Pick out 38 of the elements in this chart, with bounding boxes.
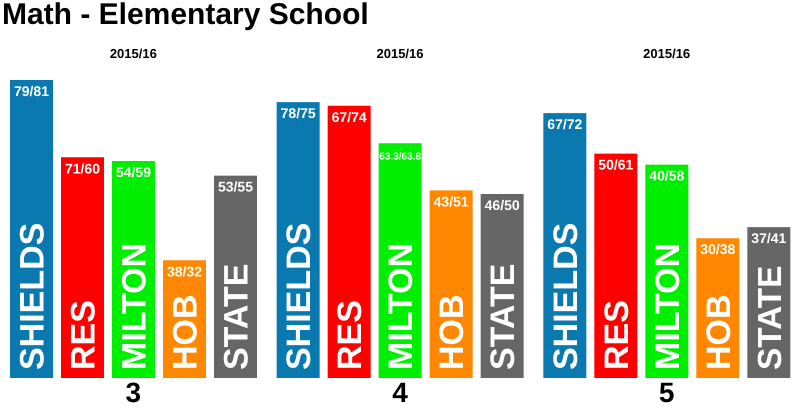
- data-label: 30/38: [700, 241, 736, 258]
- text: HOB: [433, 294, 472, 370]
- data-label: 54/59: [116, 164, 152, 180]
- text: RES: [598, 300, 636, 370]
- data-label: 63.3/63.8: [379, 151, 422, 162]
- data-label: 71/60: [64, 160, 100, 176]
- series-label: RES: [64, 300, 102, 370]
- data-label: 46/50: [484, 197, 520, 214]
- text: 2015/16: [376, 46, 424, 61]
- chart-title: Math - Elementary School: [2, 0, 369, 32]
- data-label: 67/74: [332, 108, 367, 125]
- series-label: STATE: [218, 264, 256, 370]
- data-label: 53/55: [218, 178, 254, 195]
- text: SHIELDS: [546, 222, 585, 370]
- text: MILTON: [648, 242, 687, 370]
- data-label: 37/41: [751, 230, 787, 246]
- x-tick-label: 4: [392, 376, 408, 408]
- series-label: HOB: [166, 294, 204, 370]
- series-label: MILTON: [116, 242, 154, 370]
- data-label: 38/32: [166, 263, 202, 280]
- text: MILTON: [382, 242, 420, 370]
- text: 2015/16: [642, 46, 692, 61]
- series-label: SHIELDS: [14, 222, 52, 370]
- text: HOB: [700, 294, 738, 370]
- text: STATE: [752, 266, 789, 370]
- text: SHIELDS: [280, 222, 318, 370]
- data-label: 67/72: [547, 116, 583, 132]
- data-label: 78/75: [280, 105, 316, 122]
- data-label: 79/81: [14, 83, 50, 99]
- x-tick-label: 3: [126, 376, 142, 408]
- x-tick-label: 5: [658, 376, 674, 408]
- data-label: 40/58: [649, 168, 685, 184]
- data-label: 43/51: [434, 193, 469, 210]
- data-label: 50/61: [598, 156, 634, 173]
- text: 2015/16: [108, 46, 158, 61]
- bar: [328, 106, 371, 378]
- text: RES: [331, 300, 370, 370]
- text: STATE: [484, 264, 522, 370]
